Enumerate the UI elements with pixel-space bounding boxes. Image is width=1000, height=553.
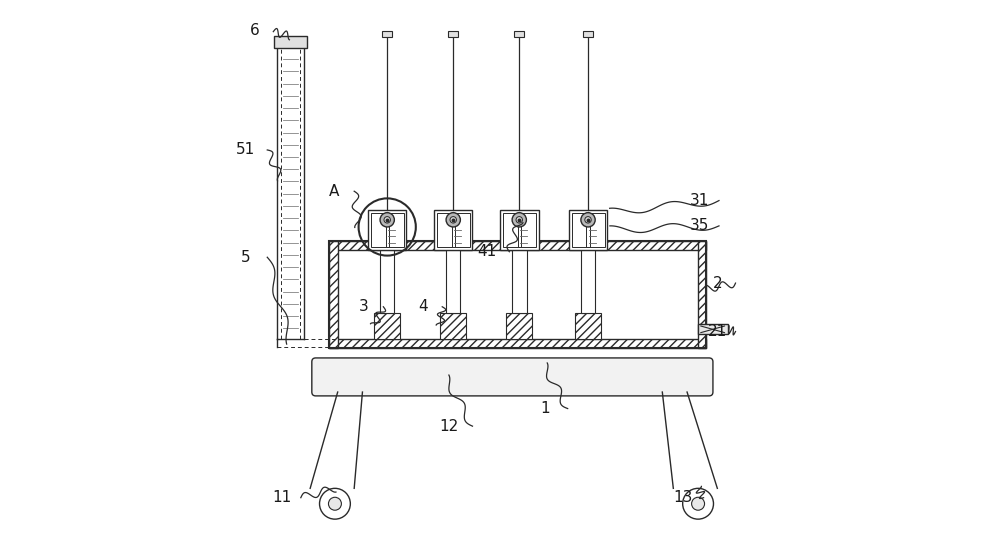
Text: 41: 41: [478, 244, 497, 259]
Bar: [500, 210, 539, 249]
Circle shape: [328, 497, 341, 510]
Text: 6: 6: [250, 23, 260, 38]
FancyBboxPatch shape: [312, 358, 713, 396]
Bar: [503, 213, 536, 247]
Bar: [575, 313, 601, 339]
Bar: [329, 241, 338, 348]
Circle shape: [450, 217, 456, 223]
Bar: [329, 241, 706, 348]
Bar: [368, 210, 406, 249]
Text: 5: 5: [241, 250, 251, 265]
Bar: [274, 36, 307, 48]
Bar: [448, 30, 458, 37]
Text: 51: 51: [236, 143, 255, 158]
Text: 35: 35: [689, 218, 709, 233]
Bar: [698, 325, 728, 334]
Circle shape: [585, 217, 591, 223]
Circle shape: [380, 213, 394, 227]
Circle shape: [683, 488, 713, 519]
Bar: [512, 249, 527, 313]
Bar: [583, 30, 593, 37]
Bar: [572, 213, 605, 247]
Bar: [374, 313, 400, 339]
Bar: [329, 241, 706, 249]
Bar: [581, 249, 595, 313]
Text: A: A: [329, 184, 339, 199]
Circle shape: [320, 488, 350, 519]
Text: 31: 31: [689, 193, 709, 208]
Circle shape: [512, 213, 526, 227]
Bar: [440, 313, 466, 339]
Text: 1: 1: [540, 401, 550, 416]
Circle shape: [692, 497, 705, 510]
Bar: [434, 210, 472, 249]
Text: 12: 12: [440, 419, 459, 434]
Bar: [506, 313, 532, 339]
Bar: [329, 339, 706, 348]
Bar: [371, 213, 404, 247]
Bar: [698, 241, 706, 348]
Bar: [277, 0, 304, 347]
Text: 2: 2: [713, 275, 722, 291]
Bar: [338, 249, 698, 339]
Bar: [514, 30, 524, 37]
Circle shape: [516, 217, 522, 223]
Bar: [382, 30, 392, 37]
Text: 3: 3: [359, 299, 368, 314]
Text: 11: 11: [272, 490, 291, 505]
Bar: [380, 249, 394, 313]
Bar: [437, 213, 470, 247]
Text: 4: 4: [418, 299, 428, 314]
Circle shape: [581, 213, 595, 227]
Text: 21: 21: [708, 324, 727, 339]
Bar: [446, 249, 460, 313]
Circle shape: [446, 213, 460, 227]
Circle shape: [384, 217, 390, 223]
Bar: [569, 210, 607, 249]
Text: 13: 13: [674, 490, 693, 505]
